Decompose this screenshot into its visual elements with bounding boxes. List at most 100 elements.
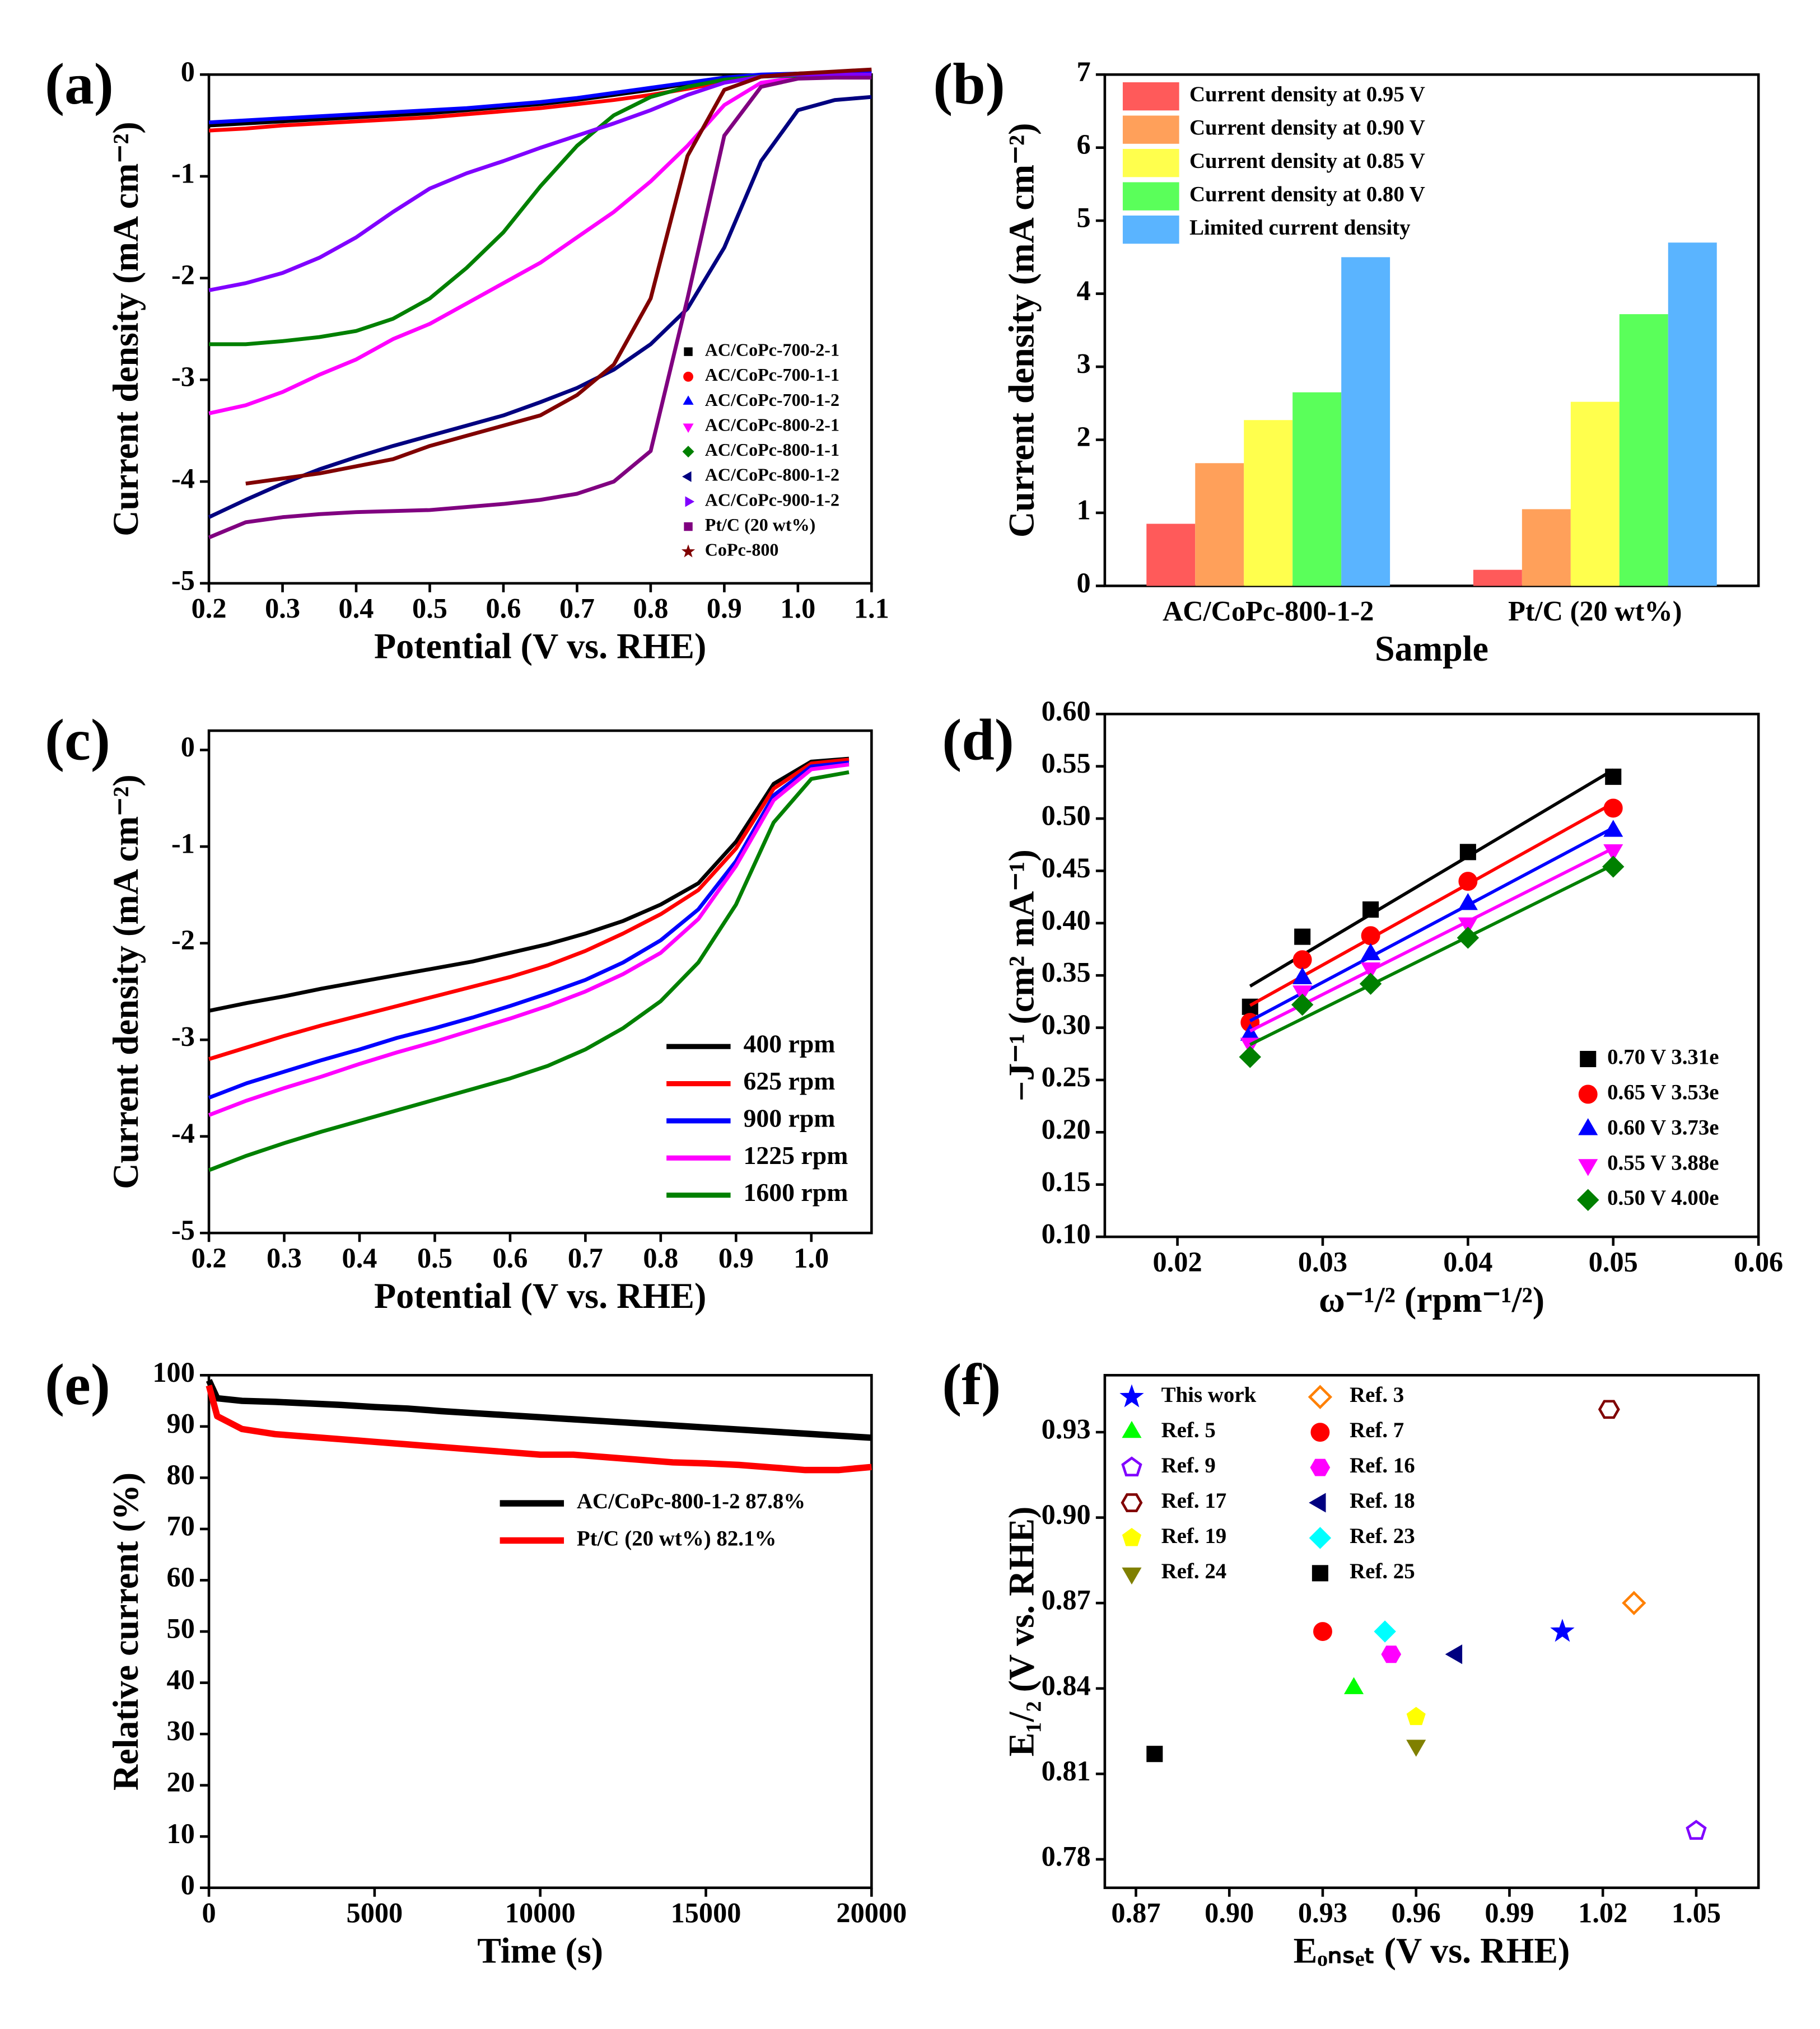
- legend-marker: [684, 347, 693, 356]
- legend-marker: [681, 544, 696, 558]
- x-tick-label: 0.4: [342, 1242, 377, 1274]
- legend-label: Ref. 24: [1161, 1559, 1227, 1583]
- y-tick-label: 0: [181, 731, 195, 763]
- data-line: [208, 74, 872, 415]
- legend-swatch: [1122, 182, 1179, 211]
- y-tick-label: 0.90: [1042, 1499, 1091, 1530]
- bar: [1244, 420, 1293, 586]
- y-tick-label: 0.81: [1042, 1755, 1091, 1787]
- legend-label: Limited current density: [1189, 216, 1411, 240]
- y-tick-label: 0.40: [1042, 904, 1091, 936]
- data-point: [1359, 973, 1382, 995]
- data-point: [1239, 1046, 1261, 1068]
- data-point: [1361, 962, 1381, 980]
- x-tick-label: 0.2: [192, 1242, 227, 1274]
- y-tick-label: -1: [171, 828, 195, 859]
- legend-label: AC/CoPc-700-2-1: [705, 340, 839, 360]
- data-point: [1406, 1740, 1426, 1757]
- y-axis-label: Current density (mA cm⁻²): [106, 774, 146, 1189]
- legend-marker: [683, 371, 693, 382]
- legend-label: 0.65 V 3.53e: [1607, 1080, 1719, 1104]
- x-tick-label: 0.06: [1734, 1246, 1783, 1278]
- bar: [1292, 392, 1342, 586]
- data-point: [1686, 1820, 1707, 1840]
- y-axis-label: E₁/₂ (V vs. RHE): [1002, 1507, 1042, 1757]
- data-line: [208, 76, 872, 540]
- data-point: [1292, 967, 1313, 984]
- legend-label: AC/CoPc-800-2-1: [705, 414, 839, 434]
- y-tick-label: 0.87: [1042, 1584, 1091, 1616]
- legend-label: Ref. 25: [1350, 1559, 1415, 1583]
- data-point: [1459, 844, 1476, 861]
- data-point: [1406, 1707, 1426, 1726]
- data-point: [1361, 943, 1381, 960]
- x-tick-label: AC/CoPc-800-1-2: [1163, 595, 1374, 627]
- fit-line: [1249, 802, 1614, 1007]
- x-tick-label: 0.7: [559, 593, 595, 624]
- y-tick-label: -1: [171, 158, 195, 189]
- x-tick-label: 0.02: [1153, 1246, 1202, 1278]
- fit-line: [1249, 768, 1614, 988]
- y-tick-label: -5: [171, 564, 195, 596]
- legend-marker: [682, 446, 694, 458]
- y-tick-label: 2: [1077, 421, 1091, 452]
- data-point: [1458, 892, 1478, 910]
- y-tick-label: -5: [171, 1214, 195, 1246]
- x-tick-label: 5000: [347, 1897, 403, 1929]
- y-axis-label: −J⁻¹ (cm² mA⁻¹): [1002, 849, 1042, 1101]
- legend-marker: [1577, 1189, 1599, 1212]
- y-tick-label: 80: [167, 1459, 195, 1490]
- legend-marker: [1578, 1084, 1598, 1104]
- data-point: [1603, 798, 1623, 818]
- fit-line: [1249, 863, 1614, 1046]
- legend-label: AC/CoPc-800-1-2: [705, 465, 839, 485]
- y-tick-label: 70: [167, 1510, 195, 1541]
- y-tick-label: 0.84: [1042, 1670, 1091, 1701]
- data-point: [1291, 993, 1314, 1016]
- legend-label: 0.55 V 3.88e: [1607, 1151, 1719, 1175]
- data-point: [1344, 1677, 1364, 1694]
- legend-label: 900 rpm: [743, 1104, 835, 1132]
- legend-label: 1600 rpm: [743, 1178, 848, 1207]
- legend-label: 400 rpm: [743, 1030, 835, 1058]
- legend-label: CoPc-800: [705, 540, 779, 560]
- data-point: [1294, 928, 1311, 945]
- legend-label: Ref. 19: [1161, 1524, 1227, 1548]
- legend-marker: [1122, 1527, 1142, 1546]
- panel-label: (a): [45, 51, 114, 116]
- data-line: [206, 1379, 872, 1441]
- y-tick-label: -3: [171, 1021, 195, 1053]
- legend-swatch: [1122, 82, 1179, 111]
- data-line: [208, 758, 850, 1061]
- y-tick-label: 40: [167, 1664, 195, 1695]
- data-point: [1146, 1746, 1163, 1762]
- panel-label: (f): [942, 1352, 1001, 1417]
- bar: [1195, 463, 1244, 586]
- y-tick-label: 0.60: [1042, 695, 1091, 727]
- data-point: [1598, 1400, 1620, 1419]
- bar: [1341, 257, 1390, 586]
- legend-label: 0.70 V 3.31e: [1607, 1045, 1719, 1069]
- bar: [1570, 401, 1620, 586]
- data-line: [208, 770, 850, 1172]
- x-tick-label: 0.5: [412, 593, 447, 624]
- x-tick-label: 0.9: [718, 1242, 754, 1274]
- y-tick-label: 0.55: [1042, 747, 1091, 779]
- y-tick-label: 0: [1077, 567, 1091, 599]
- x-tick-label: 0.04: [1443, 1246, 1492, 1278]
- y-tick-label: 0.30: [1042, 1009, 1091, 1040]
- legend-swatch: [1122, 115, 1179, 144]
- x-tick-label: 0.5: [417, 1242, 452, 1274]
- x-tick-label: 1.1: [854, 593, 889, 624]
- data-point: [1603, 820, 1623, 837]
- y-tick-label: -2: [171, 924, 195, 956]
- data-point: [1445, 1644, 1463, 1665]
- legend-label: 1225 rpm: [743, 1141, 848, 1170]
- y-tick-label: 100: [152, 1357, 195, 1388]
- legend-label: 0.60 V 3.73e: [1607, 1115, 1719, 1139]
- x-tick-label: 0.3: [267, 1242, 302, 1274]
- plot-frame: [207, 729, 873, 1235]
- bar: [1473, 569, 1522, 586]
- legend-marker: [1122, 1567, 1142, 1585]
